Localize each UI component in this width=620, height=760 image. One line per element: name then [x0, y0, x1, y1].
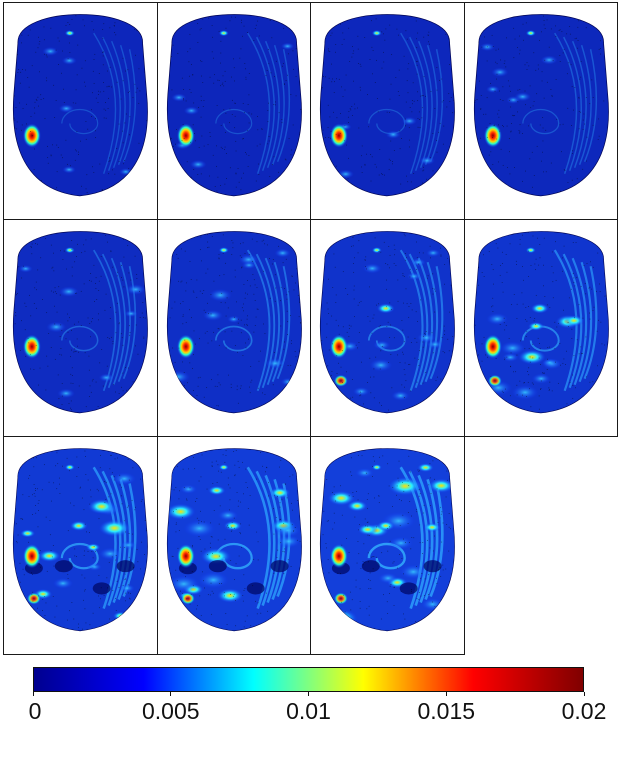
colorbar-tick	[32, 692, 34, 696]
colorbar-tick-label: 0.015	[417, 698, 476, 724]
head-map-panel-6	[156, 219, 311, 437]
colorbar-tick-label: 0	[28, 698, 42, 724]
colorbar-tick	[445, 692, 447, 696]
head-outline	[12, 14, 148, 197]
head-map-panel-7	[310, 219, 465, 437]
head-map-panel-2	[156, 2, 311, 220]
colorbar-tick	[583, 692, 585, 696]
colorbar-tick	[308, 692, 309, 696]
colorbar	[33, 667, 584, 692]
panel-grid	[3, 2, 618, 655]
colorbar-tick-label: 0.01	[286, 698, 331, 724]
head-map-panel-11	[310, 436, 465, 655]
head-map-panel-3	[310, 2, 465, 220]
colorbar-tick	[170, 692, 172, 696]
head-map-panel-5	[3, 219, 158, 437]
head-outline	[166, 14, 302, 197]
head-map-panel-9	[3, 436, 158, 655]
head-outline	[319, 14, 455, 197]
colorbar-tick-label: 0.005	[141, 698, 200, 724]
head-outline	[12, 231, 148, 414]
colorbar-tick-label: 0.02	[561, 698, 607, 724]
head-map-panel-10	[156, 436, 311, 655]
head-map-panel-8	[463, 219, 618, 437]
head-map-panel-4	[463, 2, 618, 220]
head-map-panel-1	[3, 2, 158, 220]
head-outline	[473, 14, 609, 197]
